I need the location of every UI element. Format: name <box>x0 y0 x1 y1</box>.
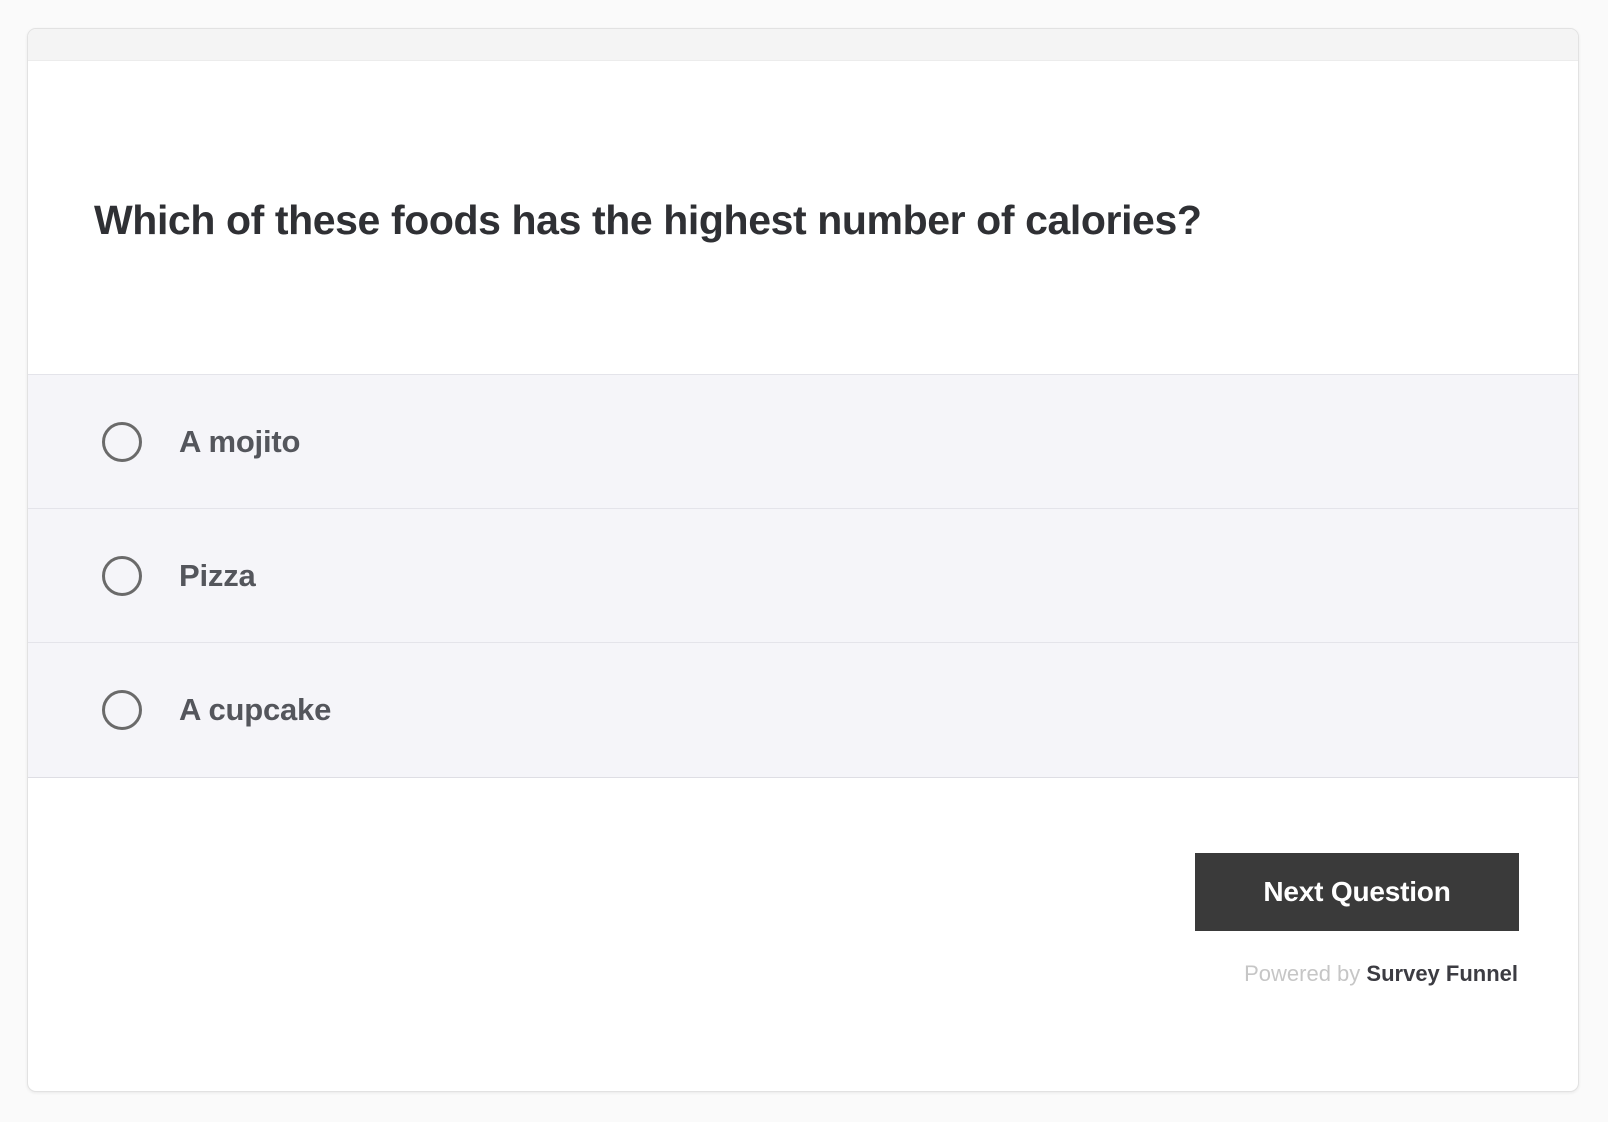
option-label: A mojito <box>179 423 301 459</box>
option-row[interactable]: Pizza <box>28 509 1578 643</box>
option-label: Pizza <box>179 557 256 593</box>
radio-unchecked-icon[interactable] <box>102 421 142 462</box>
radio-unchecked-icon[interactable] <box>102 555 142 596</box>
options-list: A mojito Pizza A cupcake <box>28 374 1578 778</box>
next-question-button[interactable]: Next Question <box>1195 853 1519 931</box>
powered-by-brand: Survey Funnel <box>1366 961 1518 986</box>
radio-unchecked-icon[interactable] <box>102 690 142 730</box>
option-row[interactable]: A cupcake <box>28 643 1578 777</box>
question-title: Which of these foods has the highest num… <box>94 196 1202 243</box>
survey-card: Which of these foods has the highest num… <box>27 28 1579 1092</box>
card-header-strip <box>28 29 1578 61</box>
footer-area: Next Question Powered by Survey Funnel <box>28 778 1578 1053</box>
powered-by-prefix: Powered by <box>1244 961 1367 986</box>
powered-by-attribution: Powered by Survey Funnel <box>1244 961 1518 987</box>
question-area: Which of these foods has the highest num… <box>28 61 1578 374</box>
option-row[interactable]: A mojito <box>28 375 1578 509</box>
option-label: A cupcake <box>179 692 332 727</box>
